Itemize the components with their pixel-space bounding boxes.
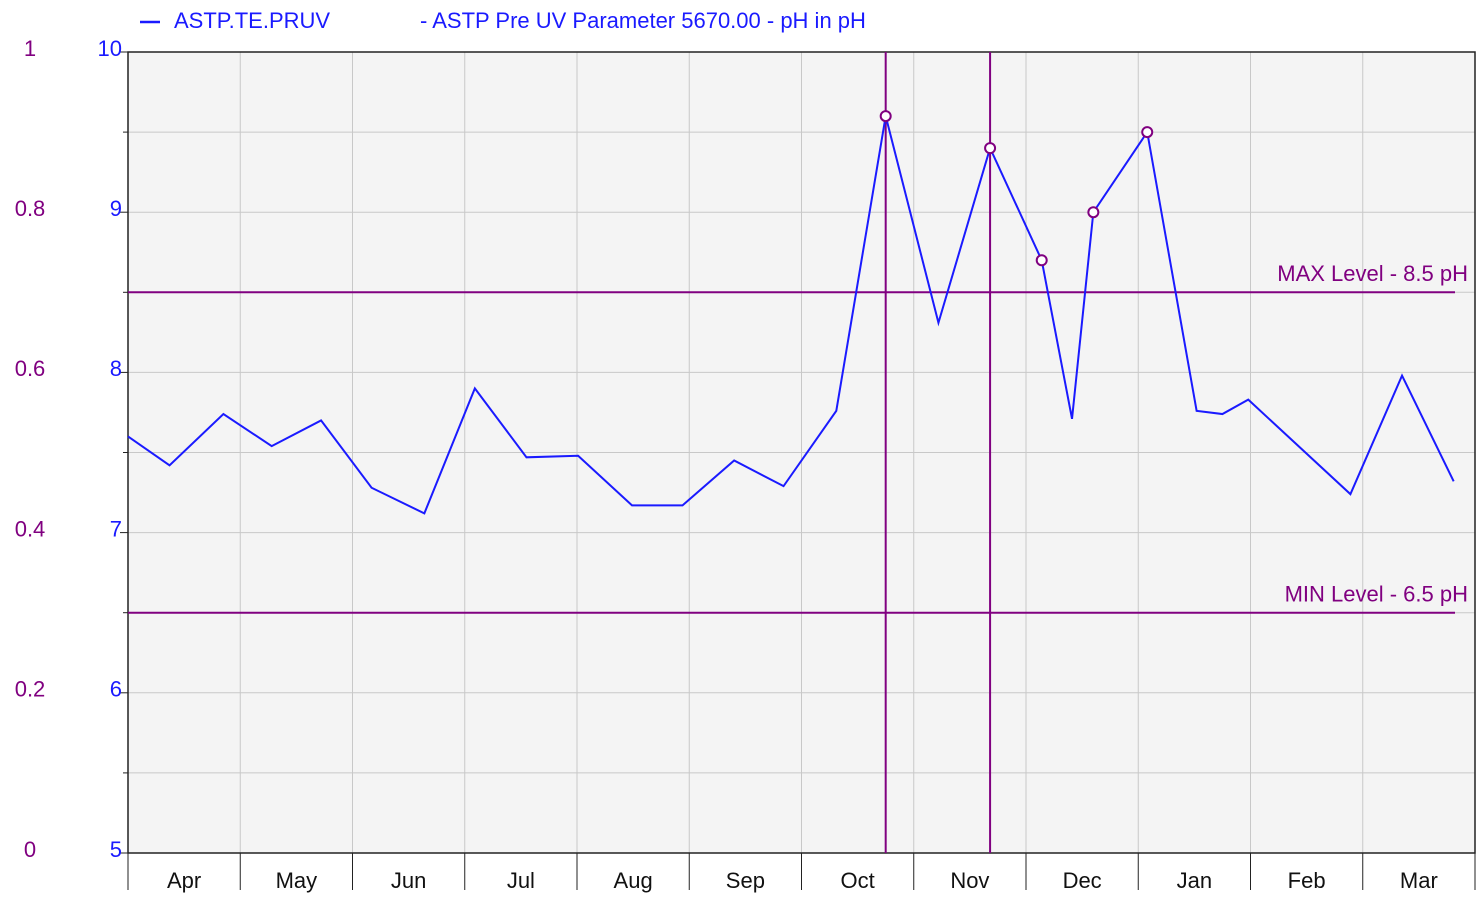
threshold-label: MIN Level - 6.5 pH: [1285, 582, 1468, 607]
y2-tick-label: 1: [24, 36, 36, 61]
x-tick-label: Dec: [1063, 868, 1102, 893]
exceedance-marker: [879, 110, 892, 123]
y2-tick-label: 0.6: [15, 356, 46, 381]
y-tick-label: 7: [110, 516, 122, 541]
x-tick-label: May: [276, 868, 318, 893]
x-tick-label: Mar: [1400, 868, 1438, 893]
x-tick-label: Aug: [614, 868, 653, 893]
exceedance-marker: [1035, 254, 1048, 267]
x-tick-label: Jul: [507, 868, 535, 893]
exceedance-marker: [1087, 206, 1100, 219]
legend-label: ASTP.TE.PRUV: [174, 8, 330, 33]
y-tick-label: 8: [110, 356, 122, 381]
exceedance-marker: [1141, 126, 1154, 139]
x-tick-label: Nov: [950, 868, 989, 893]
y2-tick-label: 0.2: [15, 677, 46, 702]
y2-tick-label: 0.4: [15, 516, 46, 541]
y-tick-label: 6: [110, 677, 122, 702]
y-tick-label: 10: [98, 36, 122, 61]
exceedance-marker: [984, 142, 997, 155]
data-line: [127, 115, 1455, 515]
threshold-label: MAX Level - 8.5 pH: [1277, 261, 1468, 286]
x-tick-label: Oct: [841, 868, 875, 893]
x-tick-label: Jun: [391, 868, 426, 893]
y-tick-label: 9: [110, 196, 122, 221]
x-tick-label: Apr: [167, 868, 201, 893]
plot-border: [127, 51, 1476, 854]
x-tick-label: Jan: [1177, 868, 1212, 893]
y2-tick-label: 0.8: [15, 196, 46, 221]
y-tick-label: 5: [110, 837, 122, 862]
legend-description: - ASTP Pre UV Parameter 5670.00 - pH in …: [420, 8, 866, 33]
x-tick-label: Sep: [726, 868, 765, 893]
y2-tick-label: 0: [24, 837, 36, 862]
x-tick-label: Feb: [1288, 868, 1326, 893]
